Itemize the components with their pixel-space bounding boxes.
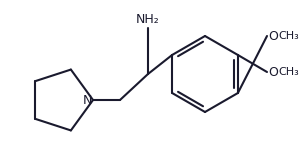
- Text: NH₂: NH₂: [136, 13, 160, 26]
- Text: O: O: [268, 66, 278, 78]
- Text: O: O: [268, 29, 278, 42]
- Text: CH₃: CH₃: [278, 67, 299, 77]
- Text: N: N: [83, 95, 92, 107]
- Text: CH₃: CH₃: [278, 31, 299, 41]
